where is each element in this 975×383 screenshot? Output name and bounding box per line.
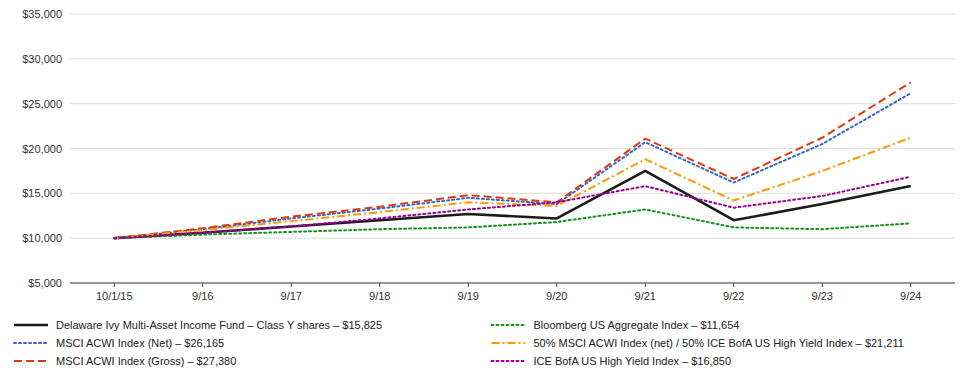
legend-swatch [492, 342, 526, 344]
x-tick-label: 9/24 [900, 290, 921, 302]
series-line [114, 138, 911, 239]
legend-swatch [492, 360, 526, 362]
y-tick-label: $25,000 [22, 98, 62, 110]
grid-line [70, 193, 955, 194]
y-tick-label: $20,000 [22, 143, 62, 155]
x-tick-label: 10/1/15 [96, 290, 133, 302]
legend-label: Delaware Ivy Multi-Asset Income Fund – C… [56, 319, 382, 331]
legend-swatch [14, 342, 48, 344]
y-tick-label: $30,000 [22, 53, 62, 65]
legend-swatch [492, 324, 526, 326]
x-tick-label: 9/23 [812, 290, 833, 302]
x-tick [556, 283, 557, 287]
grid-line [70, 103, 955, 104]
grid-line [70, 14, 955, 15]
legend-label: 50% MSCI ACWI Index (net) / 50% ICE BofA… [534, 337, 904, 349]
x-tick [645, 283, 646, 287]
x-tick [822, 283, 823, 287]
grid [70, 14, 955, 283]
x-tick-label: 9/17 [281, 290, 302, 302]
x-tick [114, 283, 115, 287]
grid-line [70, 238, 955, 239]
y-tick-label: $10,000 [22, 232, 62, 244]
y-tick-label: $5,000 [28, 277, 62, 289]
x-tick [910, 283, 911, 287]
series-lines [114, 82, 911, 238]
grid-line [70, 148, 955, 149]
legend-label: MSCI ACWI Index (Gross) – $27,380 [56, 355, 236, 367]
x-tick-label: 9/18 [369, 290, 390, 302]
x-tick-label: 9/20 [546, 290, 567, 302]
grid-line [70, 58, 955, 59]
x-tick-label: 9/16 [192, 290, 213, 302]
x-tick [291, 283, 292, 287]
y-tick-label: $35,000 [22, 8, 62, 20]
x-tick [733, 283, 734, 287]
chart: $5,000 $10,000 $15,000 $20,000 $25,000 $30,00… [0, 0, 975, 383]
x-tick [468, 283, 469, 287]
legend-swatch [14, 360, 48, 362]
legend-swatch [14, 324, 48, 327]
series-line [114, 209, 911, 238]
x-tick-label: 9/22 [723, 290, 744, 302]
legend-label: ICE BofA US High Yield Index – $16,850 [534, 355, 732, 367]
y-tick-label: $15,000 [22, 187, 62, 199]
x-tick [202, 283, 203, 287]
y-axis: $5,000 $10,000 $15,000 $20,000 $25,000 $30,00… [22, 8, 62, 289]
legend-label: MSCI ACWI Index (Net) – $26,165 [56, 337, 224, 349]
series-line [114, 82, 911, 238]
x-tick-label: 9/19 [458, 290, 479, 302]
legend-label: Bloomberg US Aggregate Index – $11,654 [534, 319, 740, 331]
legend: Delaware Ivy Multi-Asset Income Fund – C… [14, 319, 904, 367]
series-line [114, 93, 911, 238]
series-line [114, 177, 911, 238]
x-axis: 10/1/15 9/16 9/17 9/18 9/19 9/20 9/21 9/22 9/23 9… [70, 283, 955, 302]
x-tick [379, 283, 380, 287]
x-tick-label: 9/21 [635, 290, 656, 302]
